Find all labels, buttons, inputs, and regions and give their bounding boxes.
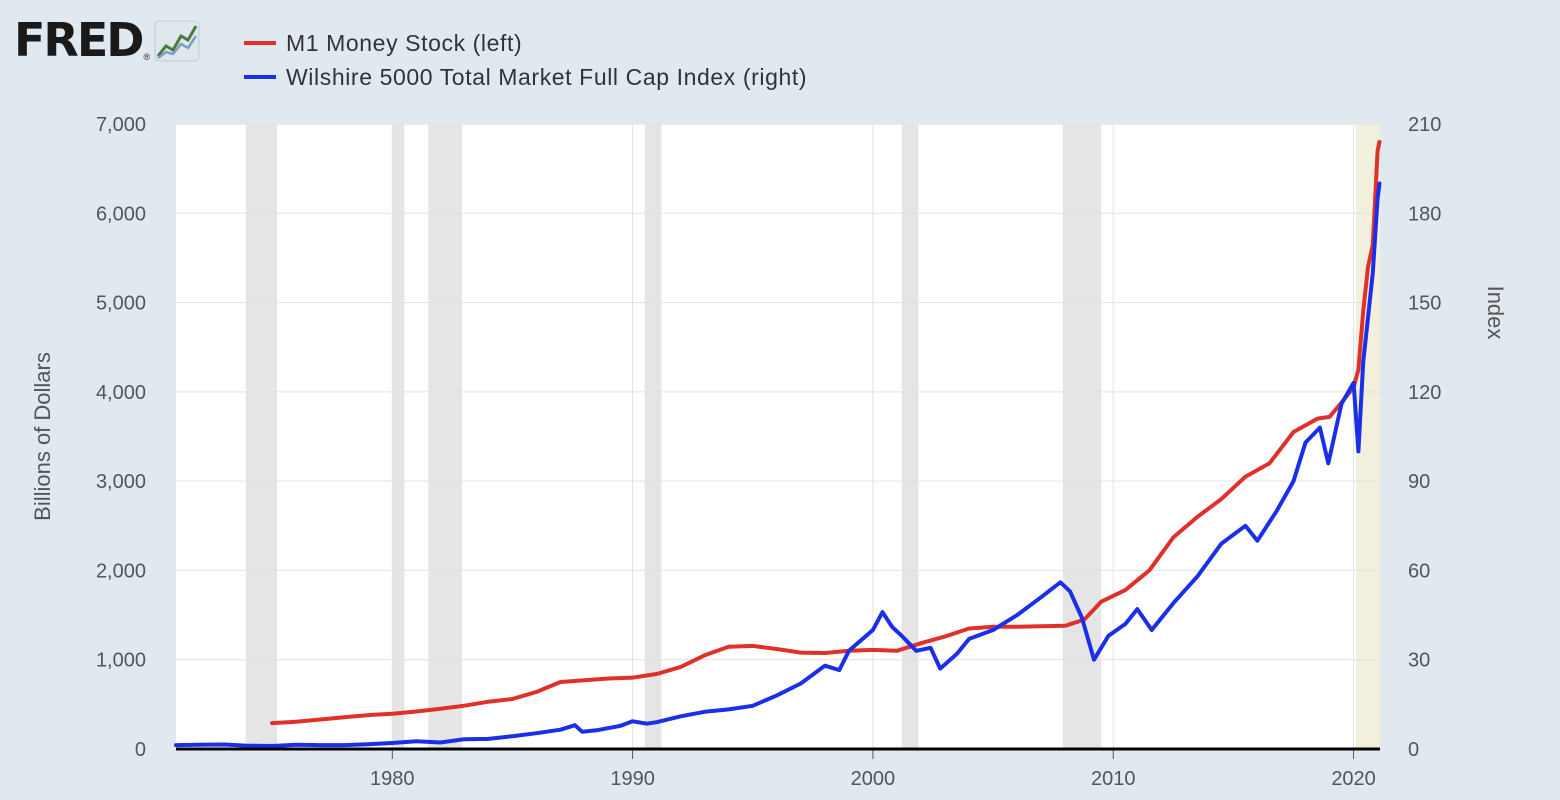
line-chart-icon: [154, 20, 200, 67]
recession-band-3: [644, 124, 662, 749]
y-left-axis-title: Billions of Dollars: [30, 352, 55, 521]
y-right-tick-5: 150: [1408, 293, 1441, 315]
legend-item-m1[interactable]: M1 Money Stock (left): [244, 26, 807, 60]
recession-band-5: [1062, 124, 1102, 749]
recession-band-0: [245, 124, 277, 749]
registered-mark: ®: [143, 52, 151, 62]
recession-band-2: [428, 124, 462, 749]
legend-swatch-wilshire: [244, 75, 276, 79]
y-left-tick-1: 1,000: [96, 650, 146, 672]
y-right-tick-0: 0: [1408, 739, 1419, 761]
legend-item-wilshire[interactable]: Wilshire 5000 Total Market Full Cap Inde…: [244, 60, 807, 94]
y-right-tick-2: 60: [1408, 560, 1430, 582]
x-tick-3: 2010: [1091, 768, 1136, 790]
x-tick-4: 2020: [1331, 768, 1376, 790]
fred-logo[interactable]: FRED ®: [14, 14, 200, 67]
y-right-tick-6: 180: [1408, 203, 1441, 225]
chart-legend: M1 Money Stock (left) Wilshire 5000 Tota…: [244, 26, 807, 94]
y-right-tick-1: 30: [1408, 650, 1430, 672]
y-left-tick-5: 5,000: [96, 293, 146, 315]
x-tick-0: 1980: [370, 768, 415, 790]
fred-logo-text: FRED: [14, 13, 144, 67]
recession-band-1: [392, 124, 405, 749]
x-tick-2: 2000: [851, 768, 896, 790]
y-right-tick-3: 90: [1408, 471, 1430, 493]
y-left-tick-7: 7,000: [96, 114, 146, 136]
y-right-axis-title: Index: [1483, 286, 1508, 340]
legend-label-m1: M1 Money Stock (left): [286, 29, 523, 56]
legend-swatch-m1: [244, 41, 276, 45]
y-left-tick-6: 6,000: [96, 203, 146, 225]
series-line-m1: [270, 139, 1382, 726]
y-left-tick-0: 0: [135, 739, 146, 761]
y-left-tick-4: 4,000: [96, 382, 146, 404]
y-right-tick-7: 210: [1408, 114, 1441, 136]
y-left-tick-2: 2,000: [96, 560, 146, 582]
x-tick-1: 1990: [610, 768, 655, 790]
chart-header: FRED ® M1 Money Stock (left) Wilshire 50…: [0, 0, 1560, 110]
series-line-wilshire: [174, 181, 1382, 748]
y-left-tick-3: 3,000: [96, 471, 146, 493]
recession-band-4: [901, 124, 919, 749]
legend-label-wilshire: Wilshire 5000 Total Market Full Cap Inde…: [286, 63, 808, 90]
y-right-tick-4: 120: [1408, 382, 1441, 404]
plot-area: [176, 124, 1380, 749]
